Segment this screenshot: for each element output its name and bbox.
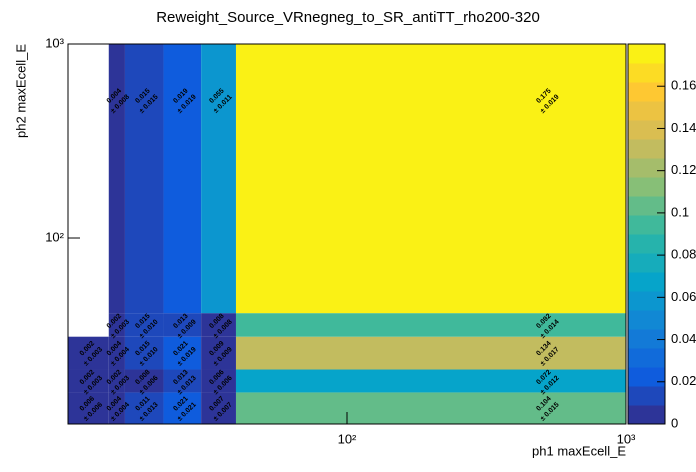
cell	[108, 44, 125, 314]
colorbar-band	[628, 177, 665, 197]
cell	[163, 336, 202, 370]
cell	[201, 392, 236, 424]
colorbar-band	[628, 44, 665, 64]
colorbar-band	[628, 291, 665, 311]
cell	[108, 369, 125, 393]
colorbar-band	[628, 196, 665, 216]
cell	[235, 313, 626, 337]
cell	[163, 369, 202, 393]
cell	[201, 336, 236, 370]
cell	[201, 313, 236, 337]
cell	[124, 44, 164, 314]
cell	[201, 369, 236, 393]
y-axis-label: ph2 maxEcell_E	[13, 44, 28, 138]
z-tick-label: 0.12	[671, 162, 696, 177]
colorbar-band	[628, 253, 665, 273]
colorbar-band	[628, 82, 665, 102]
colorbar-band	[628, 215, 665, 235]
cell	[235, 392, 626, 424]
cell	[68, 392, 109, 424]
z-tick-label: 0.04	[671, 331, 696, 346]
y-tick-label: 10³	[45, 35, 64, 50]
cell	[108, 313, 125, 337]
cell	[124, 369, 164, 393]
cell	[68, 369, 109, 393]
x-axis-label: ph1 maxEcell_E	[532, 443, 626, 458]
cell	[163, 44, 202, 314]
colorbar-band	[628, 120, 665, 140]
x-tick-label: 10²	[338, 431, 357, 446]
colorbar: 0 0.02 0.04 0.06 0.08 0.1 0.12 0.14 0.16	[627, 43, 696, 430]
cell	[235, 369, 626, 393]
colorbar-band	[628, 367, 665, 387]
cell	[68, 336, 109, 370]
cell	[235, 44, 626, 314]
y-tick-label: 10²	[45, 229, 64, 244]
colorbar-frame	[627, 43, 666, 425]
z-tick-label: 0.06	[671, 289, 696, 304]
z-tick-label: 0.16	[671, 78, 696, 93]
cell	[124, 313, 164, 337]
colorbar-band	[628, 234, 665, 254]
cell	[124, 336, 164, 370]
chart-title: Reweight_Source_VRnegneg_to_SR_antiTT_rh…	[156, 9, 540, 26]
cell	[163, 313, 202, 337]
colorbar-band	[628, 348, 665, 368]
colorbar-band	[628, 329, 665, 349]
z-tick-label: 0.14	[671, 120, 696, 135]
colorbar-band	[628, 386, 665, 406]
z-tick-label: 0.08	[671, 247, 696, 262]
colorbar-band	[628, 272, 665, 292]
cell	[235, 336, 626, 370]
cells	[68, 44, 626, 424]
x-tick-label: 10³	[617, 431, 636, 446]
z-tick-label: 0.1	[671, 204, 689, 219]
cell	[163, 392, 202, 424]
colorbar-band	[628, 310, 665, 330]
cell	[124, 392, 164, 424]
cell	[108, 392, 125, 424]
colorbar-band	[628, 101, 665, 121]
colorbar-band	[628, 158, 665, 178]
colorbar-band	[628, 63, 665, 83]
cell	[201, 44, 236, 314]
z-tick-label: 0	[671, 415, 678, 430]
colorbar-band	[628, 139, 665, 159]
z-tick-label: 0.02	[671, 373, 696, 388]
cell	[108, 336, 125, 370]
colorbar-band	[628, 405, 665, 425]
